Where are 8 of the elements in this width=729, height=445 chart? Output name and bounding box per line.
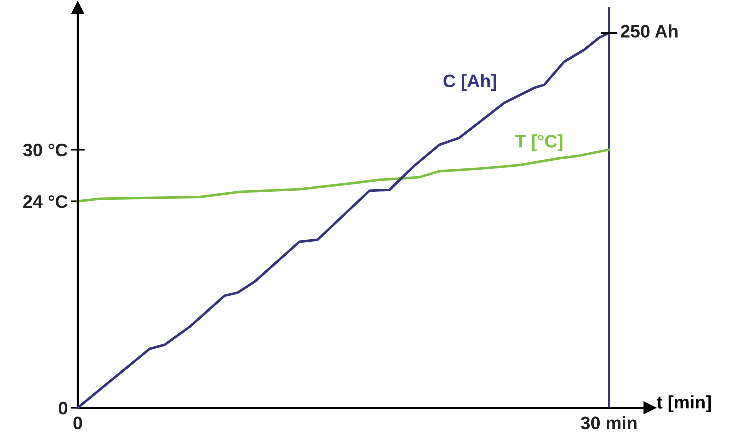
x-tick-label: 30 min xyxy=(581,416,637,430)
series-label: T [°C] xyxy=(516,134,563,152)
y-tick-label: 30 °C xyxy=(23,144,68,157)
series-label: C [Ah] xyxy=(444,74,496,92)
x-axis-title: t [min] xyxy=(657,396,712,412)
data-label: 250 Ah xyxy=(621,24,678,38)
y-tick-label: 24 °C xyxy=(24,195,68,208)
y-tick-label: 0 xyxy=(58,402,68,415)
